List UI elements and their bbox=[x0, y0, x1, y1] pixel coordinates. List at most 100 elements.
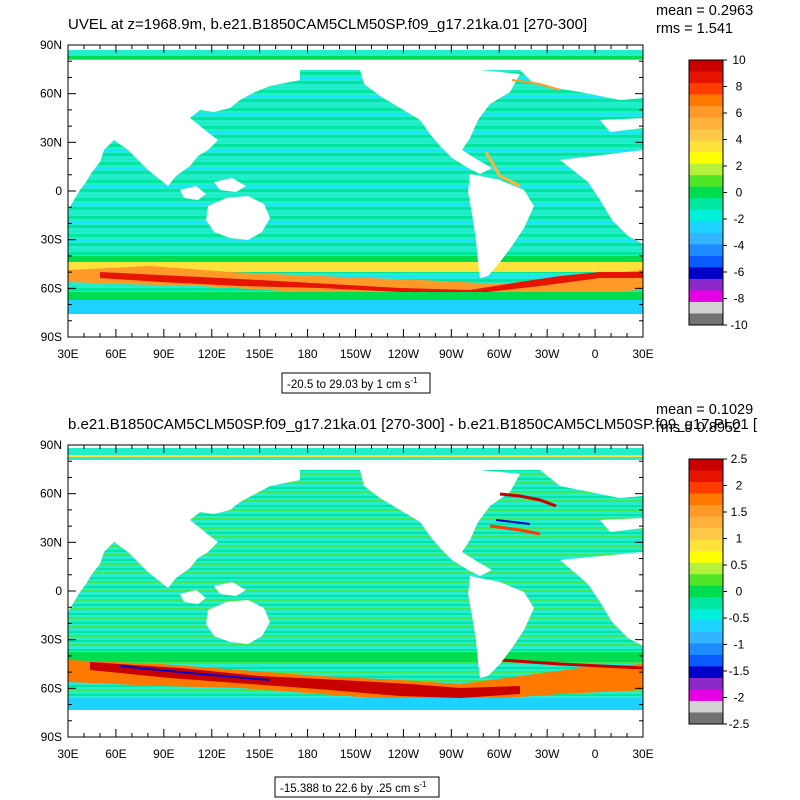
x-tick-label: 30W bbox=[535, 347, 560, 361]
ocean-field bbox=[68, 42, 643, 338]
colorbar-label: -2 bbox=[734, 691, 745, 705]
x-tick-label: 60W bbox=[487, 747, 512, 761]
colorbar-swatch bbox=[689, 643, 723, 656]
colorbar-swatch bbox=[689, 117, 723, 130]
colorbar-label: 10 bbox=[732, 53, 746, 67]
x-tick-label: 30E bbox=[57, 347, 78, 361]
colorbar-label: 0 bbox=[736, 585, 743, 599]
colorbar-label: -10 bbox=[730, 318, 748, 332]
y-tick-label: 90S bbox=[41, 730, 62, 744]
rms-label: rms = 1.541 bbox=[656, 21, 733, 37]
colorbar-label: -1 bbox=[734, 638, 745, 652]
x-tick-label: 150W bbox=[340, 747, 372, 761]
x-tick-label: 180 bbox=[298, 347, 318, 361]
colorbar-swatch bbox=[689, 574, 723, 587]
x-tick-label: 60E bbox=[105, 747, 126, 761]
colorbar-label: -1.5 bbox=[729, 664, 750, 678]
y-tick-label: 60S bbox=[41, 681, 62, 695]
x-tick-label: 90E bbox=[153, 747, 174, 761]
x-tick-label: 90W bbox=[439, 747, 464, 761]
y-tick-label: 60N bbox=[40, 487, 62, 501]
panel-title: UVEL at z=1968.9m, b.e21.B1850CAM5CLM50S… bbox=[68, 16, 587, 33]
x-tick-label: 0 bbox=[592, 747, 599, 761]
colorbar-swatch bbox=[689, 493, 723, 506]
colorbar-swatch bbox=[689, 106, 723, 118]
x-tick-label: 30E bbox=[57, 747, 78, 761]
colorbar: 2.5 2 1.5 1 0.5 0 -0.5 -1 -1.5 -2 -2.5 bbox=[688, 452, 750, 731]
x-tick-label: 120W bbox=[388, 347, 420, 361]
colorbar-swatch bbox=[689, 631, 723, 644]
colorbar-swatch bbox=[689, 140, 723, 153]
colorbar-swatch bbox=[689, 712, 723, 725]
y-tick-label: 30S bbox=[41, 233, 62, 247]
x-tick-label: 120E bbox=[198, 347, 226, 361]
colorbar-label: 1.5 bbox=[731, 505, 748, 519]
colorbar-swatch bbox=[689, 221, 723, 234]
y-tick-label: 90N bbox=[40, 438, 62, 452]
colorbar-swatch bbox=[689, 551, 723, 563]
colorbar-label: -4 bbox=[734, 239, 745, 253]
colorbar-label: 2 bbox=[736, 479, 743, 493]
colorbar-label: 0 bbox=[736, 186, 743, 200]
panel-title: b.e21.B1850CAM5CLM50SP.f09_g17.21ka.01 [… bbox=[68, 416, 758, 433]
colorbar-swatch bbox=[689, 301, 723, 314]
colorbar-swatch bbox=[689, 83, 723, 95]
colorbar-label: -6 bbox=[734, 265, 745, 279]
colorbar-swatch bbox=[689, 700, 723, 713]
colorbar: 10 8 6 4 2 0 -2 -4 -6 -8 -10 bbox=[688, 53, 748, 332]
colorbar-label: 8 bbox=[736, 80, 743, 94]
colorbar-swatch bbox=[689, 129, 723, 141]
colorbar-label: 2 bbox=[736, 159, 743, 173]
y-tick-label: 0 bbox=[55, 184, 62, 198]
y-tick-label: 60N bbox=[40, 87, 62, 101]
panel-bottom: 30E 60E 90E 120E 150E 180 150W 120W 90W 60W 30W 0 30… bbox=[40, 438, 654, 761]
x-tick-label: 150E bbox=[246, 747, 274, 761]
colorbar-swatch bbox=[689, 60, 723, 72]
colorbar-label: 0.5 bbox=[731, 558, 748, 572]
colorbar-swatch bbox=[689, 278, 723, 291]
colorbar-swatch bbox=[689, 313, 723, 326]
colorbar-swatch bbox=[689, 198, 723, 211]
colorbar-swatch bbox=[689, 152, 723, 164]
x-tick-label: 90E bbox=[153, 347, 174, 361]
x-tick-label: 120E bbox=[198, 747, 226, 761]
colorbar-swatch bbox=[689, 654, 723, 667]
colorbar-swatch bbox=[689, 163, 723, 176]
colorbar-swatch bbox=[689, 71, 723, 84]
x-tick-label: 30W bbox=[535, 747, 560, 761]
y-tick-label: 30N bbox=[40, 535, 62, 549]
range-box bbox=[281, 372, 431, 394]
mean-label: mean = 0.2963 bbox=[656, 3, 753, 19]
colorbar-label: -2 bbox=[734, 212, 745, 226]
range-box bbox=[274, 776, 440, 798]
colorbar-swatch bbox=[689, 459, 723, 471]
colorbar-swatch bbox=[689, 232, 723, 245]
colorbar-swatch bbox=[689, 666, 723, 679]
colorbar-swatch bbox=[689, 482, 723, 494]
colorbar-swatch bbox=[689, 255, 723, 268]
y-tick-label: 30N bbox=[40, 135, 62, 149]
colorbar-swatch bbox=[689, 209, 723, 222]
colorbar-swatch bbox=[689, 94, 723, 107]
y-tick-label: 60S bbox=[41, 281, 62, 295]
axis-ticks: 30E 60E 90E 120E 150E 180 150W 120W 90W 60W 30W 0 30… bbox=[40, 38, 654, 361]
colorbar-swatch bbox=[689, 689, 723, 702]
colorbar-label: 1 bbox=[736, 532, 743, 546]
x-tick-label: 30E bbox=[632, 747, 653, 761]
colorbar-label: -0.5 bbox=[729, 611, 750, 625]
colorbar-label: 6 bbox=[736, 106, 743, 120]
colorbar-swatch bbox=[689, 562, 723, 575]
colorbar-swatch bbox=[689, 528, 723, 540]
x-tick-label: 30E bbox=[632, 347, 653, 361]
colorbar-swatch bbox=[689, 585, 723, 598]
x-tick-label: 60W bbox=[487, 347, 512, 361]
panel-top: 30E 60E 90E 120E 150E 180 150W 120W 90W 60W 30W 0 30… bbox=[40, 38, 654, 361]
colorbar-label: -2.5 bbox=[729, 717, 750, 731]
colorbar-label: 2.5 bbox=[731, 452, 748, 466]
colorbar-swatch bbox=[689, 505, 723, 517]
colorbar-swatch bbox=[689, 290, 723, 303]
x-tick-label: 60E bbox=[105, 347, 126, 361]
x-tick-label: 180 bbox=[298, 747, 318, 761]
colorbar-swatch bbox=[689, 608, 723, 621]
